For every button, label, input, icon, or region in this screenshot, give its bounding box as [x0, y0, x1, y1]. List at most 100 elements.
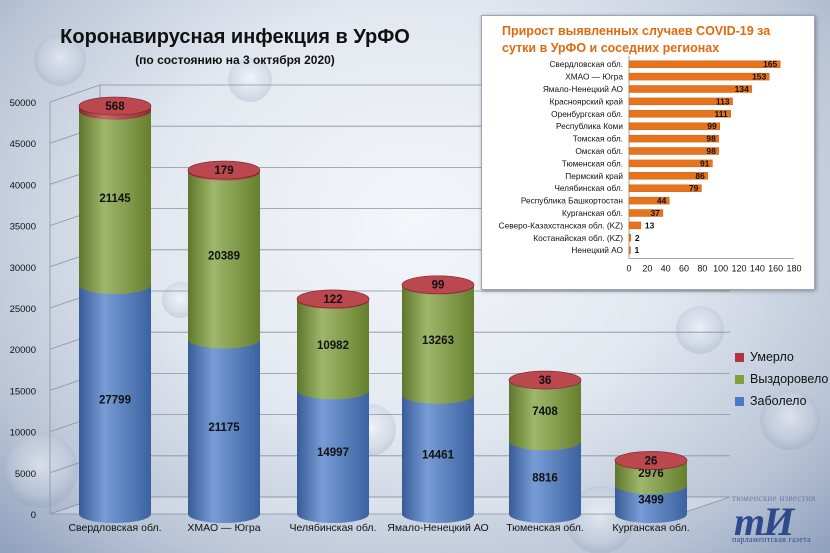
y-tick-label: 50000	[10, 98, 36, 109]
inset-value-label: 98	[706, 146, 716, 156]
inset-value-label: 86	[695, 171, 705, 181]
legend-swatch-recovered	[735, 374, 744, 384]
inset-x-tick-label: 100	[713, 263, 728, 273]
inset-bar	[628, 60, 781, 68]
inset-value-label: 2	[635, 233, 640, 243]
data-label: 568	[105, 101, 125, 113]
inset-value-label: 79	[689, 183, 699, 193]
cylinder-top-cap	[508, 370, 582, 390]
y-tick-label: 40000	[10, 180, 36, 191]
data-label: 14461	[422, 449, 455, 461]
inset-value-label: 113	[716, 96, 730, 106]
inset-category-label: Ямало-Ненецкий АО	[543, 84, 624, 94]
inset-x-tick-label: 180	[786, 263, 801, 273]
chart-title: Коронавирусная инфекция в УрФО	[60, 26, 410, 48]
inset-category-label: Свердловская обл.	[549, 59, 623, 69]
x-category-label: Курганская обл.	[612, 522, 689, 534]
inset-category-label: Северо-Казахстанская обл. (KZ)	[499, 220, 624, 230]
bar-segment	[402, 285, 474, 404]
data-label: 36	[539, 375, 552, 387]
y-tick-label: 45000	[10, 139, 36, 150]
x-category-label: Свердловская обл.	[68, 522, 161, 534]
y-tick-label: 0	[31, 510, 36, 521]
inset-value-label: 91	[700, 158, 710, 168]
main-chart-legend: Умерло Выздоровело Заболело	[735, 346, 828, 412]
inset-category-label: ХМАО — Югра	[565, 72, 623, 82]
inset-x-tick-label: 140	[750, 263, 765, 273]
x-category-label: Ямало-Ненецкий АО	[387, 522, 488, 534]
inset-category-label: Республика Коми	[556, 121, 623, 131]
cylinder-column: 14461 13263 99	[401, 275, 475, 523]
cylinder-top-cap	[78, 96, 152, 116]
inset-value-label: 134	[735, 84, 749, 94]
inset-x-tick-label: 60	[679, 263, 689, 273]
bar-segment	[79, 284, 151, 523]
inset-bar-row: Северо-Казахстанская обл. (KZ) 13	[499, 220, 655, 230]
inset-value-label: 165	[763, 59, 777, 69]
y-tick-label: 25000	[10, 304, 36, 315]
cylinder-column: 21175 20389 179	[187, 160, 261, 523]
legend-swatch-infected	[735, 396, 744, 406]
bar-segment	[188, 339, 260, 523]
inset-category-label: Пермский край	[565, 171, 623, 181]
inset-bar-row: Омская обл. 98	[575, 146, 720, 156]
inset-bar	[628, 147, 720, 155]
inset-bar	[628, 172, 709, 180]
inset-bar	[628, 97, 733, 106]
y-tick-label: 10000	[10, 428, 36, 439]
inset-value-label: 37	[650, 208, 660, 218]
inset-bar	[628, 246, 631, 254]
y-gridline	[49, 290, 730, 309]
y-tick-label: 5000	[15, 469, 36, 480]
cylinder-bars: 27799 21145 568 Свердловская обл. 21175 20389…	[68, 96, 690, 534]
cylinder-top-cap	[614, 451, 688, 470]
data-label: 99	[432, 280, 445, 292]
inset-plot: 0 20 40 60 80 100 120 140 160 180 Свердловская обл…	[499, 56, 802, 273]
data-label: 179	[214, 165, 233, 177]
data-label: 3499	[638, 495, 664, 507]
data-label: 21175	[208, 422, 240, 434]
data-label: 14997	[317, 447, 349, 459]
inset-value-label: 153	[752, 72, 766, 82]
legend-item-infected: Заболело	[735, 390, 828, 412]
inset-category-label: Тюменская обл.	[562, 158, 623, 168]
inset-value-label: 98	[706, 134, 716, 144]
inset-bar-row: Республика Коми 99	[556, 121, 720, 131]
data-label: 20389	[208, 251, 240, 263]
legend-item-died: Умерло	[735, 346, 828, 368]
inset-bar	[628, 134, 720, 143]
chart-subtitle: (по состоянию на 3 октября 2020)	[135, 53, 335, 67]
inset-bar-row: Республика Башкортостан 44	[521, 196, 670, 206]
inset-bar-row: Костанайская обл. (KZ) 2	[533, 233, 640, 243]
bar-segment	[402, 394, 474, 523]
inset-chart-title: Прирост выявленных случаев COVID-19 за с…	[502, 24, 771, 55]
data-label: 2976	[638, 468, 664, 480]
bar-segment	[615, 460, 687, 495]
y-gridline	[49, 372, 730, 391]
data-label: 8816	[532, 473, 558, 485]
inset-category-label: Курганская обл.	[562, 208, 623, 218]
inset-bar-row: Томская обл. 98	[573, 134, 720, 144]
inset-category-label: Ненецкий АО	[571, 245, 623, 255]
inset-category-label: Оренбургская обл.	[551, 109, 623, 119]
bar-segment	[509, 441, 581, 523]
data-label: 21145	[99, 193, 131, 205]
bar-segment	[297, 390, 369, 523]
inset-bar-row: Челябинская обл. 79	[554, 183, 702, 193]
inset-bar	[628, 122, 720, 130]
inset-bar-row: Ямало-Ненецкий АО 134	[543, 84, 753, 94]
x-category-label: ХМАО — Югра	[187, 522, 260, 534]
inset-bar	[628, 85, 753, 93]
daily-growth-inset: 0 20 40 60 80 100 120 140 160 180 Свердловская обл…	[481, 15, 815, 290]
inset-category-label: Республика Башкортостан	[521, 196, 623, 206]
bar-segment	[79, 110, 151, 294]
inset-value-label: 99	[707, 121, 717, 131]
inset-bar-row: Ненецкий АО 1	[571, 245, 639, 255]
inset-value-label: 13	[645, 220, 655, 230]
inset-bar	[628, 209, 664, 217]
cylinder-column: 14997 10982 122	[296, 289, 370, 523]
legend-label-recovered: Выздоровело	[750, 372, 829, 386]
cylinder-top-cap	[296, 289, 370, 309]
data-label: 27799	[99, 394, 131, 406]
